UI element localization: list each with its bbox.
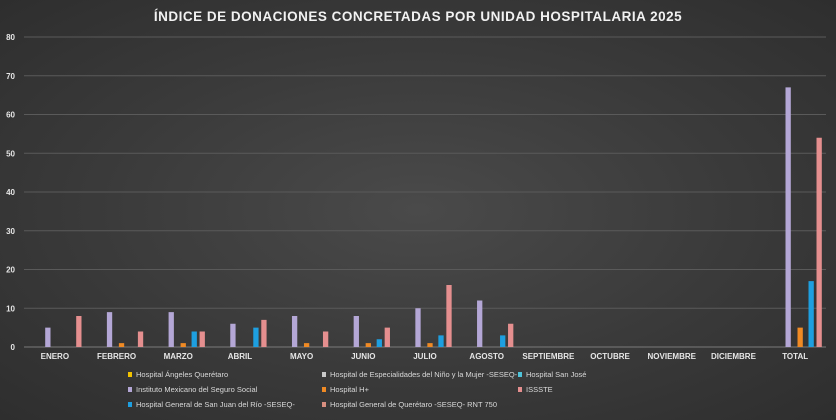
y-tick-label: 50: [6, 149, 15, 158]
bar: [365, 343, 371, 347]
bar: [415, 308, 421, 347]
x-tick-label: ENERO: [41, 352, 69, 361]
bar: [427, 343, 433, 347]
y-tick-label: 60: [6, 111, 15, 120]
bar: [106, 312, 113, 347]
bar: [816, 137, 822, 347]
bar: [797, 327, 803, 347]
bar: [785, 87, 791, 347]
legend-swatch: [128, 402, 132, 407]
x-tick-label: JULIO: [413, 352, 437, 361]
bar: [353, 316, 359, 347]
y-tick-label: 20: [6, 266, 15, 275]
bar: [45, 327, 51, 347]
bar: [376, 339, 382, 347]
x-tick-label: MARZO: [164, 352, 193, 361]
bar: [199, 331, 205, 347]
legend-swatch: [322, 402, 326, 407]
y-tick-label: 80: [6, 33, 15, 42]
x-tick-label: NOVIEMBRE: [648, 352, 697, 361]
bar: [137, 331, 144, 347]
y-tick-label: 10: [6, 304, 15, 313]
legend-label: Hospital de Especialidades del Niño y la…: [330, 370, 518, 379]
legend-label: Hospital San José: [526, 370, 586, 379]
legend-swatch: [128, 372, 132, 377]
x-tick-label: SEPTIEMBRE: [522, 352, 575, 361]
bar: [261, 319, 267, 347]
bar: [808, 281, 814, 347]
bar: [384, 327, 390, 347]
legend-label: Hospital Ángeles Querétaro: [136, 370, 228, 379]
bar: [291, 316, 298, 347]
x-tick-label: OCTUBRE: [590, 352, 630, 361]
legend-swatch: [322, 372, 326, 377]
legend-swatch: [518, 372, 522, 377]
x-tick-label: TOTAL: [782, 352, 808, 361]
chart-title: ÍNDICE DE DONACIONES CONCRETADAS POR UNI…: [153, 9, 683, 24]
y-tick-label: 40: [6, 188, 15, 197]
bar: [168, 312, 174, 347]
x-tick-label: JUNIO: [351, 352, 375, 361]
bar: [500, 335, 506, 347]
bar: [508, 323, 514, 347]
y-tick-label: 30: [6, 227, 15, 236]
bar: [118, 343, 125, 347]
x-tick-label: MAYO: [290, 352, 313, 361]
bar: [477, 300, 483, 347]
legend-label: Hospital General de Querétaro -SESEQ- RN…: [330, 400, 497, 409]
legend-label: Hospital H+: [330, 385, 370, 394]
x-tick-label: FEBRERO: [97, 352, 136, 361]
legend-label: ISSSTE: [526, 385, 553, 394]
y-tick-label: 70: [6, 72, 15, 81]
legend-label: Hospital General de San Juan del Río -SE…: [136, 400, 295, 409]
bar: [438, 335, 444, 347]
bar: [446, 285, 452, 347]
bar: [303, 343, 310, 347]
legend-label: Instituto Mexicano del Seguro Social: [136, 385, 258, 394]
x-tick-label: DICIEMBRE: [711, 352, 757, 361]
bar: [253, 327, 259, 347]
x-tick-label: ABRIL: [228, 352, 253, 361]
legend-swatch: [322, 387, 326, 392]
x-tick-label: AGOSTO: [469, 352, 504, 361]
y-tick-label: 0: [11, 343, 16, 352]
legend-swatch: [128, 387, 132, 392]
legend-swatch: [518, 387, 522, 392]
bar: [230, 323, 236, 347]
bar: [180, 343, 186, 347]
bar: [191, 331, 197, 347]
bar: [76, 316, 82, 347]
bar: [322, 331, 329, 347]
